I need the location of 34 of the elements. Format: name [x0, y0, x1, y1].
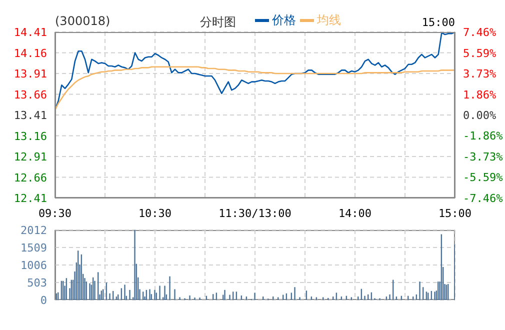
x-tick-label: 15:00: [438, 207, 472, 220]
y-tick-label: 0: [40, 294, 47, 307]
y2-tick-label: 7.46%: [463, 26, 496, 39]
y2-tick-label: -7.46%: [463, 192, 504, 205]
x-tick-label: 11:30/13:00: [218, 207, 292, 220]
chart-title: 分时图: [200, 14, 236, 31]
y-tick-label: 13.91: [14, 68, 47, 80]
y-tick-label: 14.16: [14, 46, 47, 60]
y2-tick-label: 5.59%: [463, 46, 496, 60]
y-tick-label: 2012: [20, 224, 47, 237]
x-tick-label: 10:30: [138, 207, 172, 220]
x-tick-label: 09:30: [38, 207, 72, 220]
y-tick-label: 1006: [20, 259, 47, 272]
y-tick-label: 1509: [20, 242, 47, 254]
x-tick-label: 14:00: [338, 207, 372, 220]
y2-tick-label: -1.86%: [463, 130, 504, 143]
y2-tick-label: -5.59%: [463, 171, 504, 184]
y2-tick-label: 3.73%: [463, 68, 496, 80]
y-tick-label: 12.91: [14, 150, 47, 164]
legend-label: 均线: [317, 12, 341, 29]
y-tick-label: 503: [27, 276, 47, 290]
y2-tick-label: 1.86%: [463, 88, 496, 102]
line-series: [55, 66, 455, 111]
text: 15:00: [422, 16, 455, 29]
y-tick-label: 13.41: [14, 109, 47, 122]
y-tick-label: 12.66: [14, 171, 47, 184]
legend-label: 价格: [272, 12, 296, 29]
y2-tick-label: -3.73%: [463, 150, 504, 164]
y-tick-label: 13.16: [14, 130, 47, 143]
y-tick-label: 13.66: [14, 88, 47, 102]
y-tick-label: 12.41: [14, 192, 47, 205]
y2-tick-label: 0.00%: [463, 109, 496, 122]
y-tick-label: 14.41: [14, 26, 47, 39]
chart-subtitle: (300018): [55, 14, 110, 28]
